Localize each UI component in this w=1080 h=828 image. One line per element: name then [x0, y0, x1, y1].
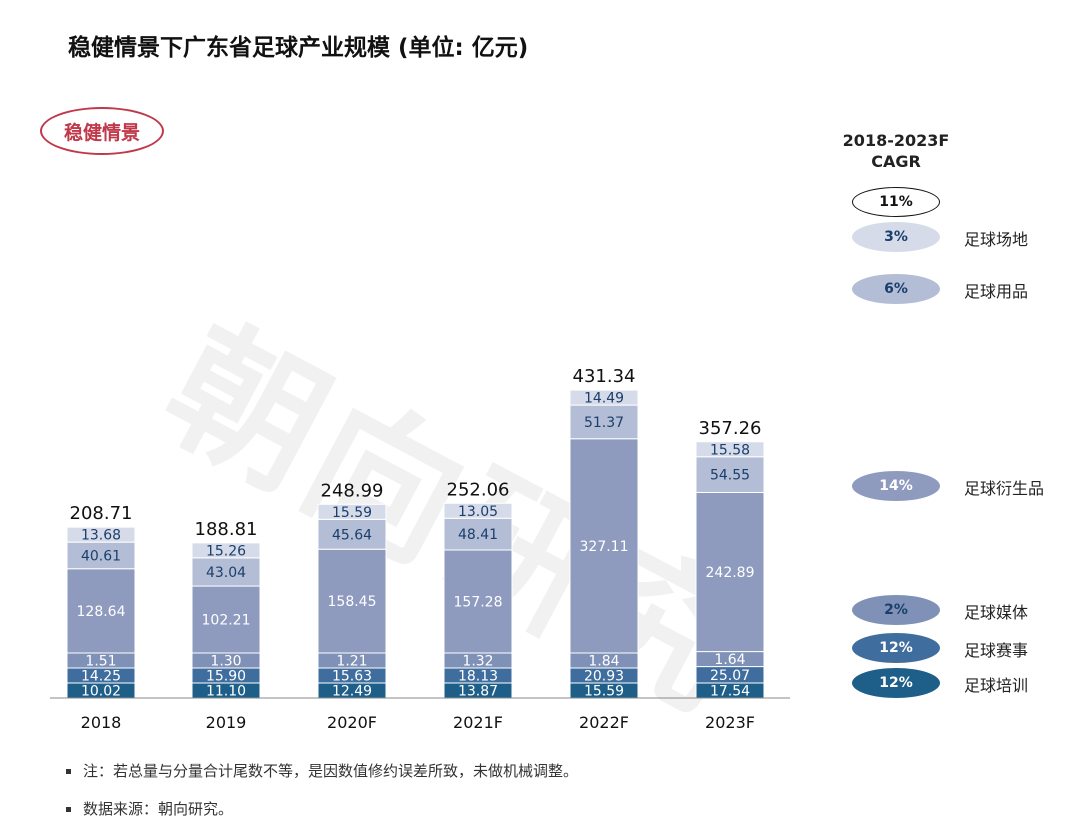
- bar-segment-5: [695, 456, 765, 493]
- bar-segment-6: [191, 542, 261, 559]
- scenario-badge: 稳健情景: [40, 107, 164, 155]
- data-label: 128.64: [77, 604, 126, 620]
- legend-label: 足球赛事: [964, 641, 1029, 660]
- data-label: 327.11: [580, 539, 629, 555]
- total-label: 208.71: [70, 503, 133, 524]
- cagr-pill: 14%: [852, 471, 940, 501]
- data-label: 102.21: [202, 613, 251, 629]
- data-label: 1.84: [588, 654, 619, 670]
- note-1-text: 注：若总量与分量合计尾数不等，是因数值修约误差所致，未做机械调整。: [83, 762, 579, 780]
- total-label: 431.34: [573, 366, 636, 387]
- data-label: 25.07: [710, 668, 750, 684]
- data-label: 15.58: [710, 442, 750, 458]
- cagr-pill-total: 11%: [852, 187, 940, 217]
- bar-segment-5: [443, 517, 513, 551]
- data-label: 14.25: [81, 669, 121, 685]
- total-label: 357.26: [699, 418, 762, 439]
- bullet-icon: [66, 769, 71, 774]
- bar-segment-6: [317, 503, 387, 520]
- cagr-pill: 6%: [852, 274, 940, 304]
- data-label: 10.02: [81, 684, 121, 700]
- cagr-pill: 12%: [852, 633, 940, 663]
- data-label: 13.68: [81, 528, 121, 544]
- total-label: 248.99: [321, 480, 384, 501]
- note-2-text: 数据来源：朝向研究。: [83, 800, 234, 818]
- x-tick-label: 2019: [206, 713, 247, 732]
- bar-segment-4: [443, 549, 513, 654]
- cagr-pill: 2%: [852, 595, 940, 625]
- bar-segment-5: [191, 557, 261, 587]
- data-label: 17.54: [710, 684, 750, 700]
- cagr-header-line-2: CAGR: [871, 152, 921, 171]
- data-label: 54.55: [710, 468, 750, 484]
- data-label: 15.59: [332, 505, 372, 521]
- bar-segment-4: [569, 438, 639, 654]
- x-tick-label: 2021F: [453, 713, 503, 732]
- data-label: 15.26: [206, 543, 246, 559]
- data-label: 13.05: [458, 504, 498, 520]
- data-label: 20.93: [584, 669, 624, 685]
- x-tick-label: 2023F: [705, 713, 755, 732]
- chart-title: 稳健情景下广东省足球产业规模 (单位: 亿元): [68, 35, 529, 61]
- cagr-header: 2018-2023F CAGR: [826, 130, 966, 172]
- data-label: 15.63: [332, 669, 372, 685]
- data-label: 11.10: [206, 684, 246, 700]
- note-1: 注：若总量与分量合计尾数不等，是因数值修约误差所致，未做机械调整。: [66, 760, 578, 781]
- data-label: 1.51: [85, 654, 116, 670]
- data-label: 14.49: [584, 391, 624, 407]
- data-label: 48.41: [458, 527, 498, 543]
- bar-segment-6: [569, 389, 639, 406]
- total-label: 188.81: [195, 519, 258, 540]
- bar-segment-5: [569, 404, 639, 440]
- legend-label: 足球用品: [964, 282, 1029, 301]
- data-label: 1.21: [336, 654, 367, 670]
- data-label: 40.61: [81, 548, 121, 564]
- data-label: 15.90: [206, 669, 246, 685]
- cagr-header-line-1: 2018-2023F: [842, 131, 950, 150]
- data-label: 43.04: [206, 565, 246, 581]
- bar-segment-6: [66, 526, 136, 543]
- data-label: 18.13: [458, 669, 498, 685]
- data-label: 1.32: [462, 654, 493, 670]
- data-label: 1.30: [210, 654, 241, 670]
- bullet-icon: [66, 807, 71, 812]
- x-tick-label: 2022F: [579, 713, 629, 732]
- total-label: 252.06: [447, 479, 510, 500]
- bar-segment-4: [66, 568, 136, 654]
- x-tick-label: 2018: [81, 713, 122, 732]
- data-label: 15.59: [584, 684, 624, 700]
- bar-segment-4: [191, 585, 261, 654]
- data-label: 51.37: [584, 415, 624, 431]
- note-2: 数据来源：朝向研究。: [66, 798, 233, 819]
- data-label: 12.49: [332, 684, 372, 700]
- bar-segment-5: [317, 518, 387, 550]
- data-label: 1.64: [714, 652, 745, 668]
- legend-label: 足球培训: [964, 676, 1029, 695]
- bar-segment-6: [443, 502, 513, 519]
- cagr-pill: 12%: [852, 668, 940, 698]
- bar-segment-4: [695, 491, 765, 653]
- data-label: 13.87: [458, 684, 498, 700]
- data-label: 242.89: [706, 565, 755, 581]
- legend-label: 足球衍生品: [964, 479, 1045, 498]
- bar-segment-6: [695, 441, 765, 458]
- x-tick-label: 2020F: [327, 713, 377, 732]
- legend-label: 足球场地: [964, 230, 1029, 249]
- data-label: 158.45: [328, 594, 377, 610]
- data-label: 157.28: [454, 594, 503, 610]
- cagr-pill: 3%: [852, 222, 940, 252]
- data-label: 45.64: [332, 527, 372, 543]
- legend-label: 足球媒体: [964, 603, 1029, 622]
